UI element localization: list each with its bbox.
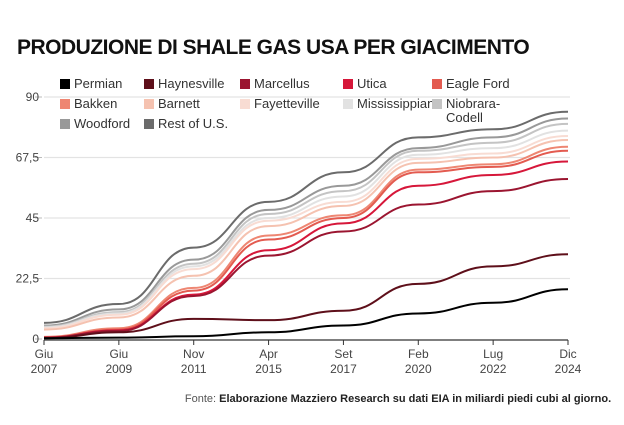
series-line-bakken [43, 145, 569, 338]
x-tick-label-year: 2024 [555, 362, 582, 376]
x-tick-label-year: 2022 [480, 362, 507, 376]
x-tick-label-year: 2015 [255, 362, 282, 376]
legend-swatch [240, 79, 250, 89]
legend-label: Barnett [158, 96, 200, 111]
y-tick-label: 0 [32, 332, 39, 346]
legend-label: Haynesville [158, 76, 225, 91]
x-tick-label-year: 2011 [181, 362, 207, 376]
x-tick-label-year: 2017 [330, 362, 357, 376]
source-text: Elaborazione Mazziero Research su dati E… [219, 393, 612, 405]
x-tick-label-month: Dic [559, 347, 576, 361]
legend-item: Barnett [144, 97, 200, 111]
source-note: Fonte: Elaborazione Mazziero Research su… [185, 393, 611, 405]
y-tick-label: 22,5 [16, 272, 40, 286]
series-line-eagle-ford [43, 149, 569, 339]
source-prefix: Fonte: [184, 393, 217, 405]
series-line-marcellus [43, 178, 569, 339]
series-line-haynesville [43, 253, 569, 340]
series-line-niobrara-codell [43, 122, 569, 328]
chart-title: PRODUZIONE DI SHALE GAS USA PER GIACIMEN… [17, 36, 530, 59]
x-tick-label-month: Apr [259, 347, 278, 361]
legend-label: Mississippian [357, 96, 435, 111]
legend-item: Marcellus [240, 77, 310, 91]
x-tick-label-month: Giu [35, 347, 54, 361]
x-tick-label-year: 2007 [31, 362, 58, 376]
legend-swatch [343, 99, 353, 109]
legend-item: Eagle Ford [432, 77, 510, 91]
legend-swatch [432, 99, 442, 109]
legend-swatch [240, 99, 250, 109]
series-line-woodford [43, 117, 569, 327]
legend-swatch [144, 79, 154, 89]
x-axis: Giu2007Giu2009Nov2011Apr2015Set2017Feb20… [31, 339, 582, 376]
legend-label: Utica [357, 76, 387, 91]
legend-swatch [144, 119, 154, 129]
series-line-mississippian [43, 129, 569, 329]
legend-item: Bakken [60, 97, 117, 111]
x-tick-label-year: 2009 [106, 362, 133, 376]
legend-swatch [343, 79, 353, 89]
legend-swatch [60, 79, 70, 89]
legend-item: Permian [60, 77, 122, 91]
legend-item: Fayetteville [240, 97, 320, 111]
legend-item: Woodford [60, 117, 130, 131]
legend-item: Mississippian [343, 97, 434, 111]
x-tick-label-month: Lug [483, 347, 503, 361]
series-line-fayetteville [43, 134, 569, 330]
series-line-rest-of-u-s- [43, 110, 569, 324]
legend-item: Haynesville [144, 77, 224, 91]
y-tick-label: 90 [26, 90, 40, 104]
legend-swatch [144, 99, 154, 109]
legend-label: Permian [74, 76, 123, 91]
legend-item: Rest of U.S. [144, 117, 228, 131]
legend-label: Bakken [74, 96, 118, 111]
legend-swatch [60, 99, 70, 109]
legend-label: Eagle Ford [446, 76, 510, 91]
legend-swatch [60, 119, 70, 129]
legend-label: Woodford [74, 116, 131, 131]
series-lines [43, 110, 569, 340]
legend-swatch [432, 79, 442, 89]
legend-item: Niobrara- Codell [432, 97, 500, 125]
series-line-permian [43, 288, 569, 340]
y-tick-label: 45 [26, 211, 40, 225]
x-tick-label-year: 2020 [405, 362, 432, 376]
legend-label: Fayetteville [254, 96, 320, 111]
x-tick-label-month: Feb [408, 347, 429, 361]
x-tick-label-month: Nov [183, 347, 204, 361]
legend-item: Utica [343, 77, 387, 91]
legend-label: Rest of U.S. [158, 116, 229, 131]
x-tick-label-month: Set [334, 347, 353, 361]
y-axis: 0 22,5 45 67,5 90 [16, 90, 42, 346]
x-tick-label-month: Giu [110, 347, 129, 361]
legend-label: Niobrara- Codell [446, 96, 501, 125]
series-line-barnett [43, 139, 569, 331]
y-tick-label: 67,5 [16, 151, 40, 165]
legend-label: Marcellus [254, 76, 310, 91]
